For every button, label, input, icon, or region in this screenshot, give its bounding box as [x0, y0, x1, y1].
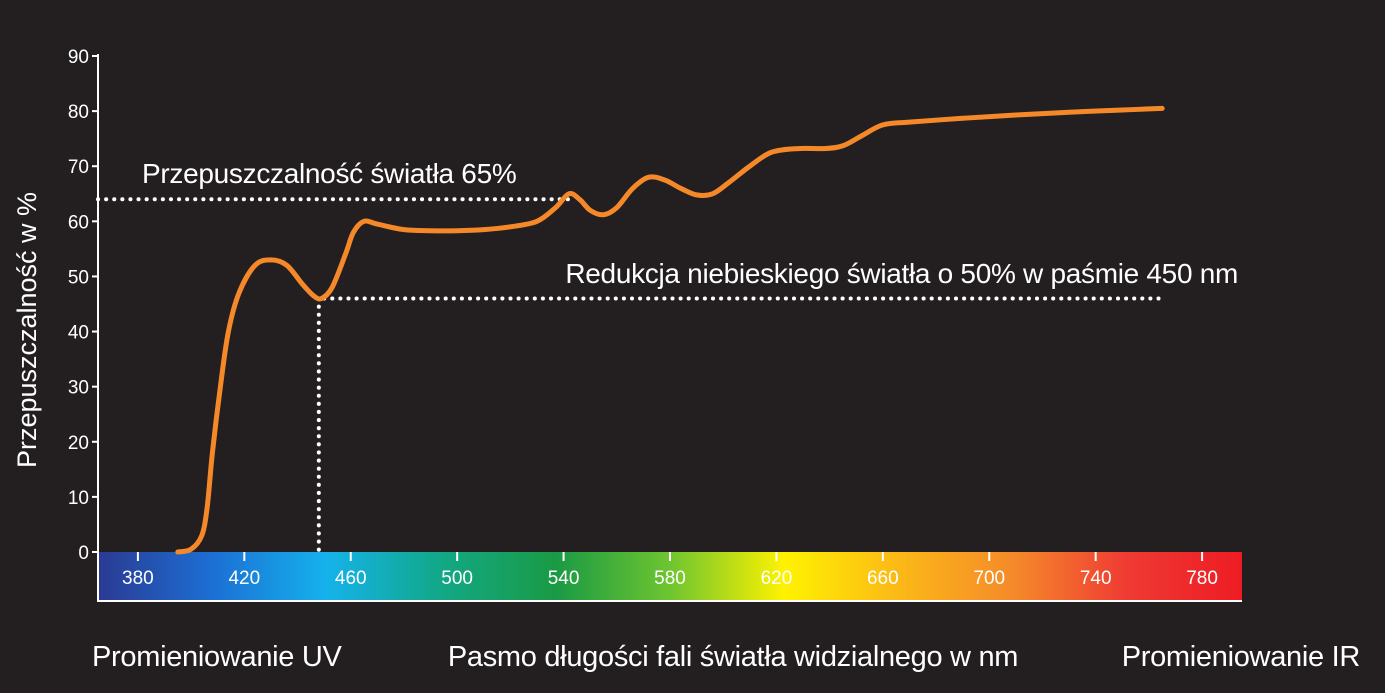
y-tick-label: 80	[68, 102, 89, 123]
annotation-transmission-65: Przepuszczalność światła 65%	[142, 158, 516, 189]
x-tick-label: 580	[654, 568, 686, 589]
x-tick-label: 660	[867, 568, 899, 589]
x-tick-label: 740	[1080, 568, 1112, 589]
uv-radiation-label: Promieniowanie UV	[92, 641, 343, 673]
x-tick-label: 380	[122, 568, 154, 589]
ir-radiation-label: Promieniowanie IR	[1122, 641, 1360, 673]
y-tick-label: 40	[68, 323, 89, 344]
y-tick-label: 10	[68, 488, 89, 509]
y-tick-label: 70	[68, 157, 89, 178]
x-tick-label: 460	[335, 568, 367, 589]
x-tick-label: 420	[228, 568, 260, 589]
y-tick-label: 60	[68, 212, 89, 233]
x-tick-label: 540	[548, 568, 580, 589]
x-tick-label: 780	[1186, 568, 1218, 589]
transmission-curve	[175, 105, 1165, 555]
x-tick-label: 620	[761, 568, 793, 589]
y-tick-label: 30	[68, 378, 89, 399]
y-tick-label: 20	[68, 433, 89, 454]
x-axis-label: Pasmo długości fali światła widzialnego …	[448, 641, 1018, 673]
y-tick-label: 50	[68, 267, 89, 288]
y-axis-label: Przepuszczalność w %	[12, 192, 42, 468]
y-tick-label: 0	[78, 543, 89, 564]
annotation-blue-light-reduction: Redukcja niebieskiego światła o 50% w pa…	[565, 258, 1238, 289]
x-tick-label: 700	[973, 568, 1005, 589]
y-tick-label: 90	[68, 47, 89, 68]
x-tick-label: 500	[441, 568, 473, 589]
